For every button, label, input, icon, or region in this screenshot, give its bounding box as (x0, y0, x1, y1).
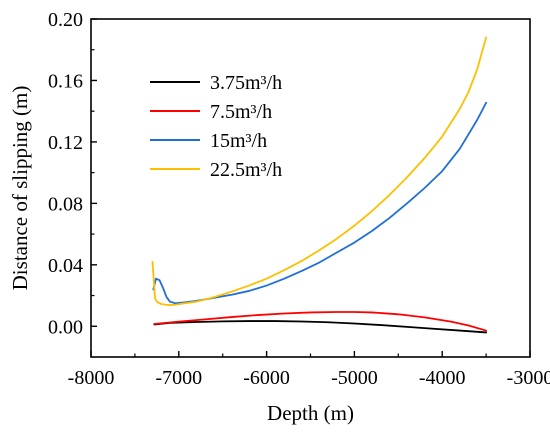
y-tick-label: 0.20 (48, 9, 83, 31)
x-tick-label: -7000 (155, 367, 202, 389)
y-tick-label: 0.16 (48, 70, 83, 92)
y-tick-label: 0.12 (48, 132, 83, 154)
x-tick-label: -5000 (331, 367, 378, 389)
y-tick-label: 0.08 (48, 193, 83, 215)
legend-label: 7.5m³/h (210, 101, 272, 123)
axes: -8000 -7000 -6000 -5000 -4000 -3000 0.00 0.04 0.… (48, 9, 550, 389)
legend-label: 3.75m³/h (210, 72, 282, 94)
x-tick-label: -4000 (419, 367, 466, 389)
series-line-3 (152, 101, 488, 305)
legend-label: 22.5m³/h (210, 159, 282, 181)
y-axis-title: Distance of slipping (m) (8, 86, 32, 291)
series-line-4 (151, 36, 488, 306)
y-tick-label: 0.04 (48, 255, 83, 277)
y-tick-label: 0.00 (48, 316, 83, 338)
legend-label: 15m³/h (210, 130, 267, 152)
x-tick-label: -3000 (507, 367, 550, 389)
legend: 3.75m³/h 7.5m³/h 15m³/h 22.5m³/h (150, 72, 282, 181)
x-tick-label: -8000 (68, 367, 115, 389)
x-tick-label: -6000 (243, 367, 290, 389)
series-line-2 (153, 311, 488, 332)
x-axis-title: Depth (m) (267, 401, 354, 425)
plot-area (151, 36, 488, 334)
plot-frame (90, 18, 531, 358)
series-line-1 (153, 320, 488, 334)
